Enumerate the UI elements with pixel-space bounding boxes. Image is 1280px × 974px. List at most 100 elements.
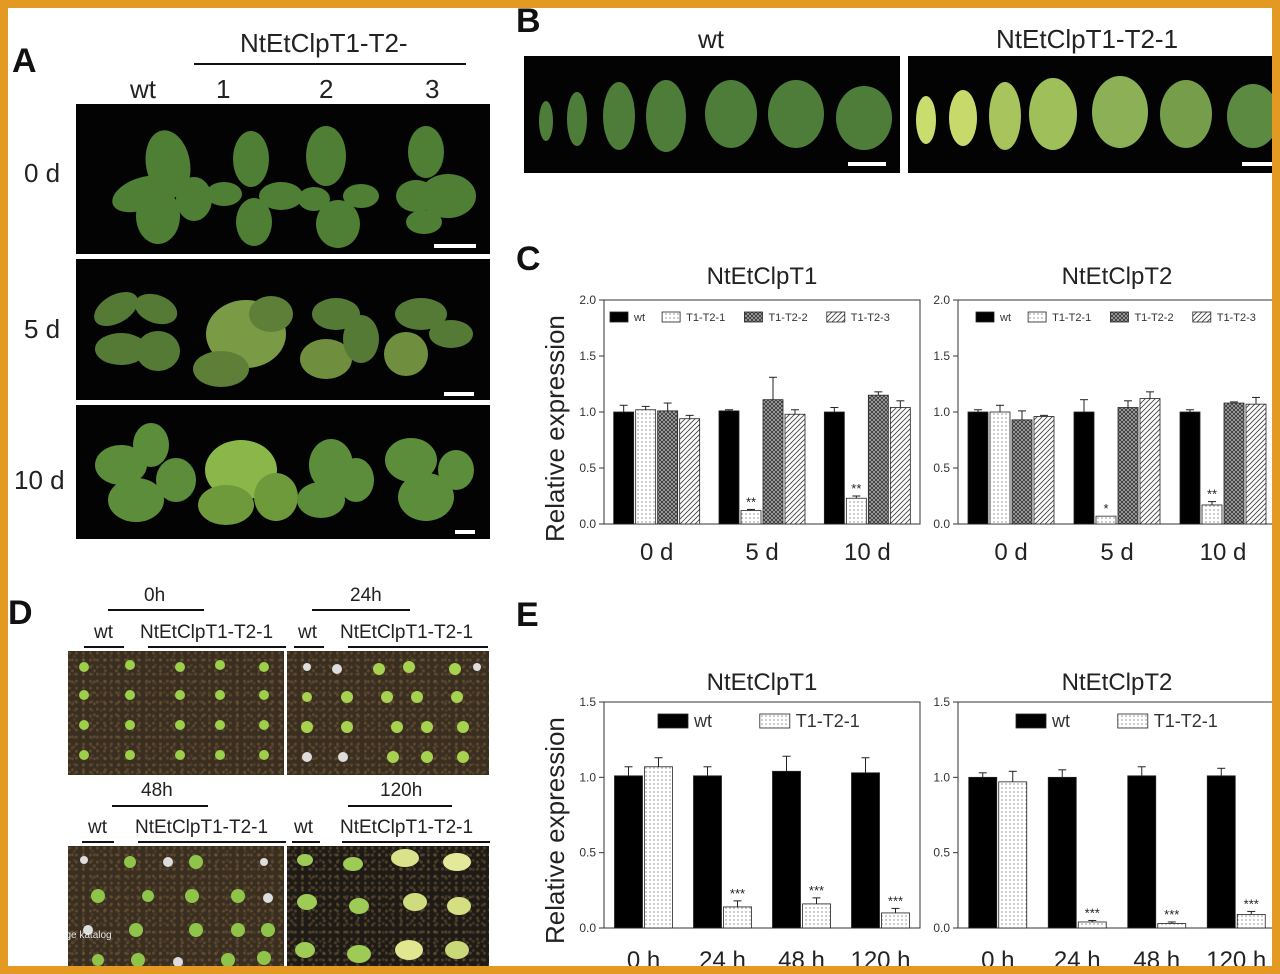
- scale-bar: [1242, 162, 1272, 166]
- y-tick-label: 0.5: [579, 846, 596, 860]
- chart-title: NtEtClpT2: [1062, 263, 1173, 290]
- seedlings-24h: [301, 661, 481, 763]
- panel-d-rule: [348, 646, 488, 648]
- bar: [1117, 407, 1139, 525]
- chart-title: NtEtClpT1: [707, 669, 818, 696]
- y-tick-label: 1.5: [579, 695, 596, 709]
- legend-swatch: [1117, 713, 1149, 729]
- scale-bar: [455, 530, 475, 534]
- leaf-series-line: [916, 76, 1272, 150]
- legend-swatch: [1192, 311, 1212, 323]
- bar: [845, 497, 867, 525]
- panel-d-rule: [294, 646, 324, 648]
- panel-d-line: NtEtClpT1-T2-1: [340, 622, 474, 643]
- y-tick-label: 1.0: [579, 405, 596, 419]
- y-tick-label: 0.5: [933, 846, 950, 860]
- legend-label: T1-T2-1: [796, 711, 860, 731]
- y-tick-label: 0.0: [933, 517, 950, 531]
- panel-d-time-120h: 120h: [380, 780, 423, 801]
- panel-a-row-0d: 0 d: [24, 158, 61, 188]
- bar: [613, 411, 635, 525]
- y-tick-label: 0.5: [933, 461, 950, 475]
- chart-c-ntetclpt2: NtEtClpT2 0.0 0.5 1.0 1.5 2.0 0 d * 5 d ** 10 d wt T…: [933, 263, 1272, 566]
- panel-b-letter: B: [516, 2, 541, 40]
- panel-e-letter: E: [516, 596, 539, 634]
- y-tick-label: 0.0: [579, 921, 596, 935]
- panel-a-photo-10d: [76, 405, 490, 539]
- legend-swatch: [657, 713, 689, 729]
- legend-swatch: [975, 311, 995, 323]
- bar: [644, 766, 673, 929]
- legend-label: wt: [999, 312, 1011, 324]
- bar: [657, 410, 679, 525]
- plot-frame: [957, 701, 1272, 929]
- panel-d-rule: [342, 841, 490, 843]
- bar: [823, 411, 845, 525]
- bar: [772, 770, 801, 929]
- y-tick-label: 1.5: [579, 349, 596, 363]
- significance-label: **: [851, 481, 861, 496]
- chart-e-ntetclpt2: NtEtClpT2 0.0 0.5 1.0 1.5 0 h *** 24 h *** 48 h **…: [933, 669, 1272, 974]
- bar: [635, 409, 657, 525]
- legend-label: T1-T2-1: [1154, 711, 1218, 731]
- chart-title: NtEtClpT1: [707, 263, 818, 290]
- bar: [1095, 515, 1117, 525]
- panel-d-line: NtEtClpT1-T2-1: [140, 622, 274, 643]
- bar: [614, 775, 643, 929]
- y-tick-label: 0.5: [579, 461, 596, 475]
- legend-swatch: [744, 311, 763, 323]
- y-tick-label: 2.0: [933, 293, 950, 307]
- seedlings-0h: [79, 660, 269, 760]
- legend-swatch: [759, 713, 791, 729]
- bar: [889, 407, 911, 525]
- y-tick-label: 2.0: [579, 293, 596, 307]
- category-label: 0 d: [640, 539, 673, 566]
- category-label: 0 d: [994, 539, 1027, 566]
- bar: [1047, 776, 1077, 929]
- category-label: 0 h: [981, 947, 1014, 974]
- panel-c-ylabel: Relative expression: [540, 315, 570, 542]
- panel-a-row-5d: 5 d: [24, 314, 61, 344]
- category-label: 48 h: [778, 947, 825, 974]
- bar: [967, 411, 989, 525]
- y-tick-label: 1.0: [933, 405, 950, 419]
- panel-d-photo-24h: [287, 651, 489, 775]
- bar: [1223, 402, 1245, 525]
- legend-swatch: [1015, 713, 1047, 729]
- significance-label: ***: [888, 893, 903, 908]
- category-label: 24 h: [1054, 947, 1101, 974]
- y-tick-label: 0.0: [579, 517, 596, 531]
- panel-d-rule: [82, 841, 114, 843]
- bar: [1033, 416, 1055, 525]
- chart-c-ntetclpt1: NtEtClpT1 0.0 0.5 1.0 1.5 2.0 0 d ** 5 d ** 10 d wt…: [579, 263, 921, 566]
- legend-label: T1-T2-2: [1134, 312, 1173, 324]
- legend-label: wt: [1051, 711, 1070, 731]
- scale-bar: [848, 162, 886, 166]
- panel-a-col-wt: wt: [130, 74, 156, 104]
- bar: [968, 776, 998, 929]
- legend-label: T1-T2-3: [851, 312, 890, 324]
- legend-swatch: [661, 311, 681, 323]
- panel-d-rule: [84, 646, 124, 648]
- legend-swatch: [826, 311, 846, 323]
- bar: [1139, 398, 1161, 525]
- category-label: 120 h: [1206, 947, 1266, 974]
- panel-d-wt: wt: [294, 817, 313, 838]
- panel-a-group-rule: [194, 63, 466, 65]
- bar: [784, 413, 806, 525]
- significance-label: ***: [809, 883, 824, 898]
- category-label: 48 h: [1133, 947, 1180, 974]
- y-tick-label: 0.0: [933, 921, 950, 935]
- panel-d-rule: [148, 646, 286, 648]
- significance-label: *: [1103, 501, 1108, 516]
- y-tick-label: 1.5: [933, 695, 950, 709]
- bar: [1245, 403, 1267, 525]
- category-label: 120 h: [850, 947, 910, 974]
- bar: [693, 775, 722, 929]
- bar: [718, 410, 740, 525]
- plant-rosettes-5d: [94, 291, 473, 387]
- seedlings-120h: [295, 849, 471, 963]
- category-label: 0 h: [627, 947, 660, 974]
- category-label: 24 h: [699, 947, 746, 974]
- legend-label: wt: [633, 312, 645, 324]
